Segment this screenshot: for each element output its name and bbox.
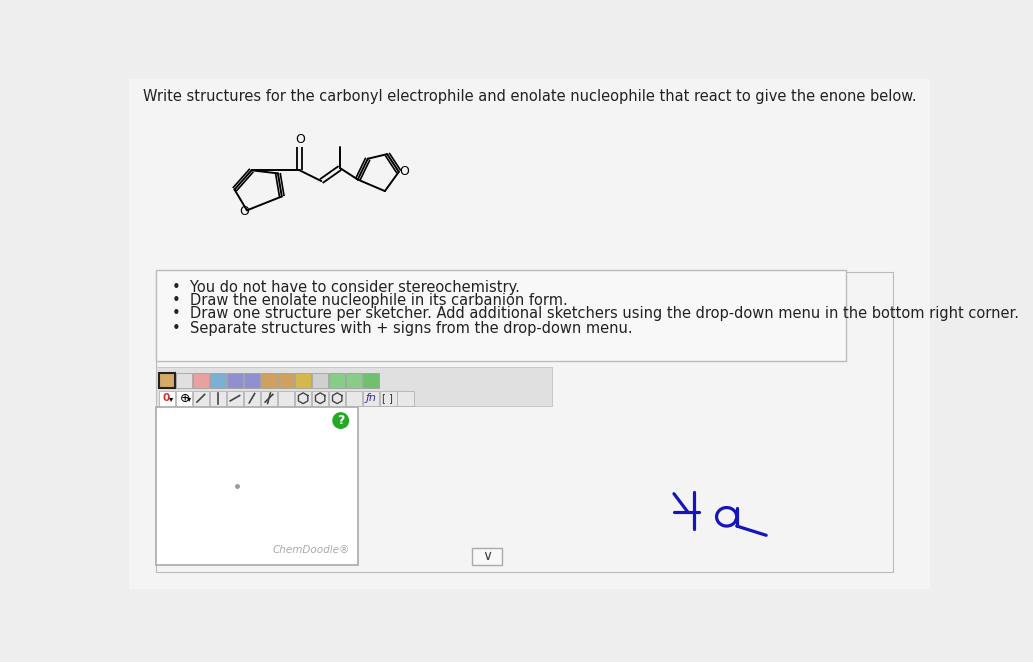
Bar: [227, 391, 243, 406]
Bar: [156, 406, 357, 565]
Text: O: O: [239, 205, 249, 218]
Bar: [210, 373, 226, 388]
Text: •  Draw the enolate nucleophile in its carbanion form.: • Draw the enolate nucleophile in its ca…: [171, 293, 567, 308]
Bar: [330, 391, 345, 406]
Text: O: O: [400, 165, 409, 177]
Bar: [193, 373, 209, 388]
Text: ?: ?: [337, 414, 344, 427]
Bar: [156, 272, 893, 572]
Text: O: O: [295, 132, 306, 146]
Bar: [176, 391, 192, 406]
Bar: [244, 391, 260, 406]
Bar: [364, 373, 379, 388]
Bar: [346, 373, 363, 388]
Bar: [159, 373, 175, 388]
Bar: [210, 391, 226, 406]
Text: ƒn: ƒn: [366, 393, 376, 403]
Bar: [278, 391, 294, 406]
Circle shape: [333, 413, 348, 428]
Bar: [346, 391, 363, 406]
Bar: [159, 373, 175, 388]
Bar: [176, 373, 192, 388]
Text: ∨: ∨: [482, 549, 493, 563]
Text: Write structures for the carbonyl electrophile and enolate nucleophile that reac: Write structures for the carbonyl electr…: [144, 89, 916, 104]
Text: •  You do not have to consider stereochemistry.: • You do not have to consider stereochem…: [171, 279, 520, 295]
Bar: [156, 367, 552, 406]
Bar: [244, 373, 260, 388]
Bar: [261, 391, 277, 406]
Bar: [156, 270, 846, 361]
Text: ⊕: ⊕: [180, 392, 190, 404]
Text: •  Separate structures with + signs from the drop-down menu.: • Separate structures with + signs from …: [171, 321, 632, 336]
Text: •  Draw one structure per sketcher. Add additional sketchers using the drop-down: • Draw one structure per sketcher. Add a…: [171, 306, 1019, 321]
Text: ▾: ▾: [187, 394, 191, 402]
Bar: [364, 391, 379, 406]
Bar: [398, 391, 413, 406]
Text: ChemDoodle®: ChemDoodle®: [273, 545, 350, 555]
Bar: [472, 547, 502, 565]
Text: 0: 0: [162, 393, 169, 403]
Bar: [261, 373, 277, 388]
Bar: [295, 391, 311, 406]
Bar: [159, 391, 175, 406]
Bar: [295, 373, 311, 388]
Bar: [312, 373, 328, 388]
Bar: [193, 391, 209, 406]
Bar: [380, 391, 397, 406]
Text: ▾: ▾: [169, 394, 174, 402]
Bar: [227, 373, 243, 388]
Text: [ ]: [ ]: [382, 393, 393, 403]
Bar: [330, 373, 345, 388]
Bar: [312, 391, 328, 406]
Bar: [278, 373, 294, 388]
